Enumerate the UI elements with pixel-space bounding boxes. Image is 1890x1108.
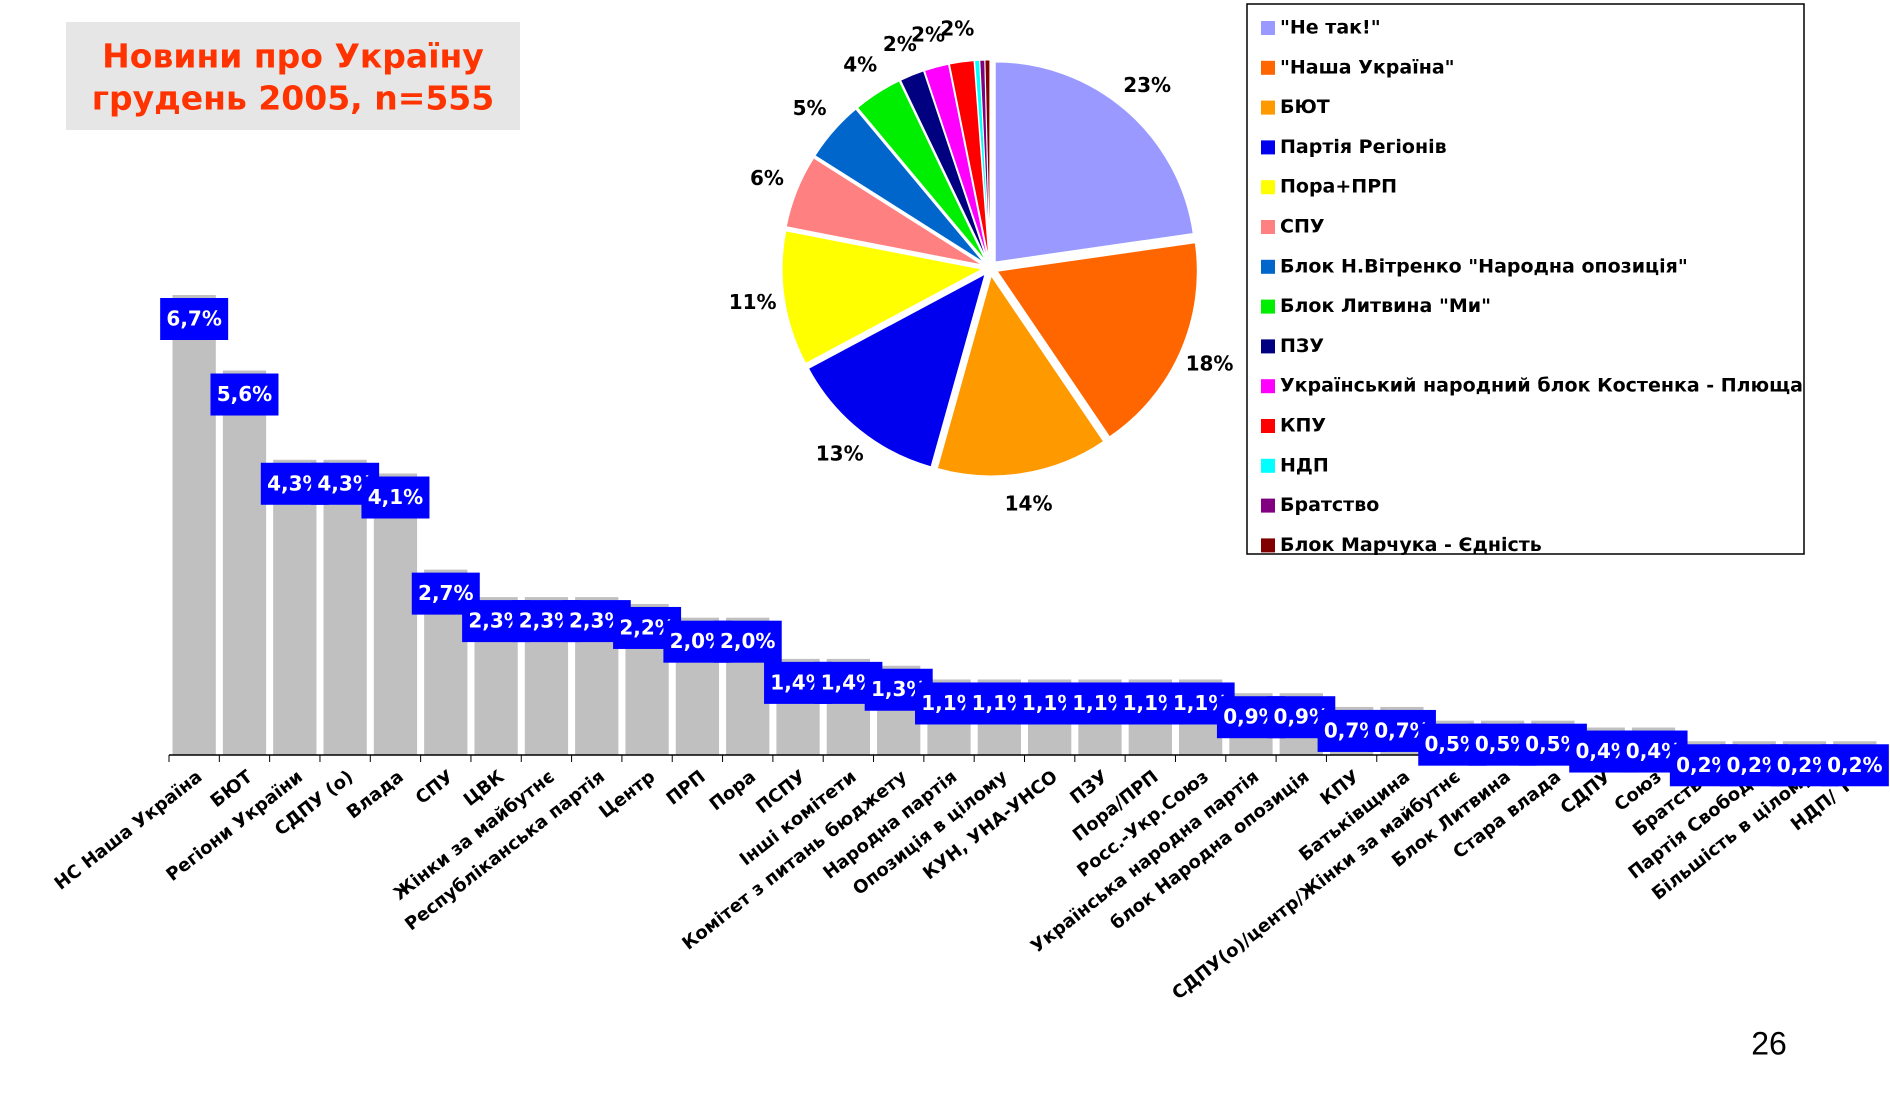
legend-box — [1246, 3, 1805, 555]
legend-label: КПУ — [1280, 415, 1326, 437]
value-label-box — [210, 373, 279, 416]
slice-label: 18% — [1186, 351, 1234, 375]
slice-label: 5% — [793, 96, 827, 120]
pie-slice — [899, 70, 988, 261]
bar — [172, 295, 216, 755]
legend-swatch — [1261, 538, 1275, 553]
x-tick-label: СДПУ — [1557, 766, 1616, 818]
legend-swatch — [1261, 100, 1275, 115]
pie-slice — [936, 274, 1105, 477]
pie-slice — [785, 157, 983, 266]
pie-slice — [923, 63, 989, 261]
value-label-box — [1820, 744, 1889, 787]
legend-swatch — [1261, 299, 1275, 314]
legend-label: БЮТ — [1280, 96, 1330, 118]
legend-label: СПУ — [1280, 216, 1325, 238]
legend-swatch — [1261, 379, 1275, 394]
bar — [323, 459, 367, 755]
legend-label: Український народний блок Костенка - Плю… — [1280, 375, 1803, 397]
legend-swatch — [1261, 419, 1275, 433]
legend-swatch — [1261, 21, 1275, 35]
bar — [373, 473, 418, 755]
slice-label: 23% — [1123, 73, 1171, 97]
slice-label: 13% — [816, 442, 864, 466]
legend-swatch — [1261, 180, 1275, 195]
pie-slice — [814, 108, 985, 264]
x-tick-label: Центр — [595, 766, 659, 822]
title-line: грудень 2005, n=555 — [92, 79, 494, 118]
value-label: 6,7% — [166, 307, 221, 331]
x-tick-label: Влада — [343, 766, 408, 823]
x-tick-label: Пора — [706, 766, 760, 815]
legend-label: Блок Марчука - Єдність — [1280, 534, 1542, 556]
slice-label: 11% — [729, 290, 777, 314]
legend-swatch — [1261, 259, 1275, 274]
legend-label: Братство — [1280, 494, 1379, 516]
legend-swatch — [1261, 339, 1275, 354]
title-line: Новини про Україну — [102, 37, 484, 76]
bar — [273, 459, 317, 755]
bar — [222, 370, 267, 755]
legend-swatch — [1261, 458, 1275, 473]
value-label-box — [160, 298, 229, 340]
legend-swatch — [1261, 140, 1275, 155]
value-label-box — [713, 620, 782, 663]
legend-label: "Не так!" — [1280, 17, 1381, 39]
x-tick-label: СПУ — [412, 766, 458, 809]
legend-swatch — [1261, 220, 1275, 234]
page-number: 26 — [1751, 1025, 1787, 1061]
legend-label: Блок Литвина "Ми" — [1280, 295, 1491, 317]
value-label: 0,2% — [1827, 753, 1882, 777]
legend-swatch — [1261, 60, 1275, 75]
value-label: 4,1% — [368, 485, 423, 509]
legend-label: Пора+ПРП — [1280, 176, 1397, 198]
value-label: 5,6% — [217, 382, 272, 406]
legend-label: НДП — [1280, 454, 1329, 476]
slice-label: 4% — [843, 53, 877, 77]
pie-slice — [856, 80, 987, 262]
legend-label: Блок Н.Вітренко "Народна опозиція" — [1280, 255, 1688, 277]
slice-label: 2% — [911, 23, 945, 47]
slice-label: 2% — [883, 32, 917, 56]
value-label: 2,0% — [720, 629, 775, 653]
legend-label: "Наша Україна" — [1280, 56, 1455, 78]
slice-label: 6% — [750, 166, 784, 190]
pie-slice — [781, 230, 984, 365]
legend-label: Партія Регіонів — [1280, 136, 1447, 158]
value-label-box — [361, 476, 430, 519]
legend-label: ПЗУ — [1280, 335, 1324, 357]
slice-label: 2% — [940, 17, 974, 41]
title-box — [66, 22, 520, 130]
pie-slice — [984, 59, 991, 261]
pie-slice — [948, 60, 990, 261]
x-tick-label: ПРП — [662, 766, 709, 809]
legend-swatch — [1261, 498, 1275, 513]
pie-slice — [994, 61, 1194, 263]
pie-slice — [807, 273, 986, 468]
slice-label: 14% — [1005, 491, 1053, 515]
pie-slice — [996, 242, 1198, 438]
